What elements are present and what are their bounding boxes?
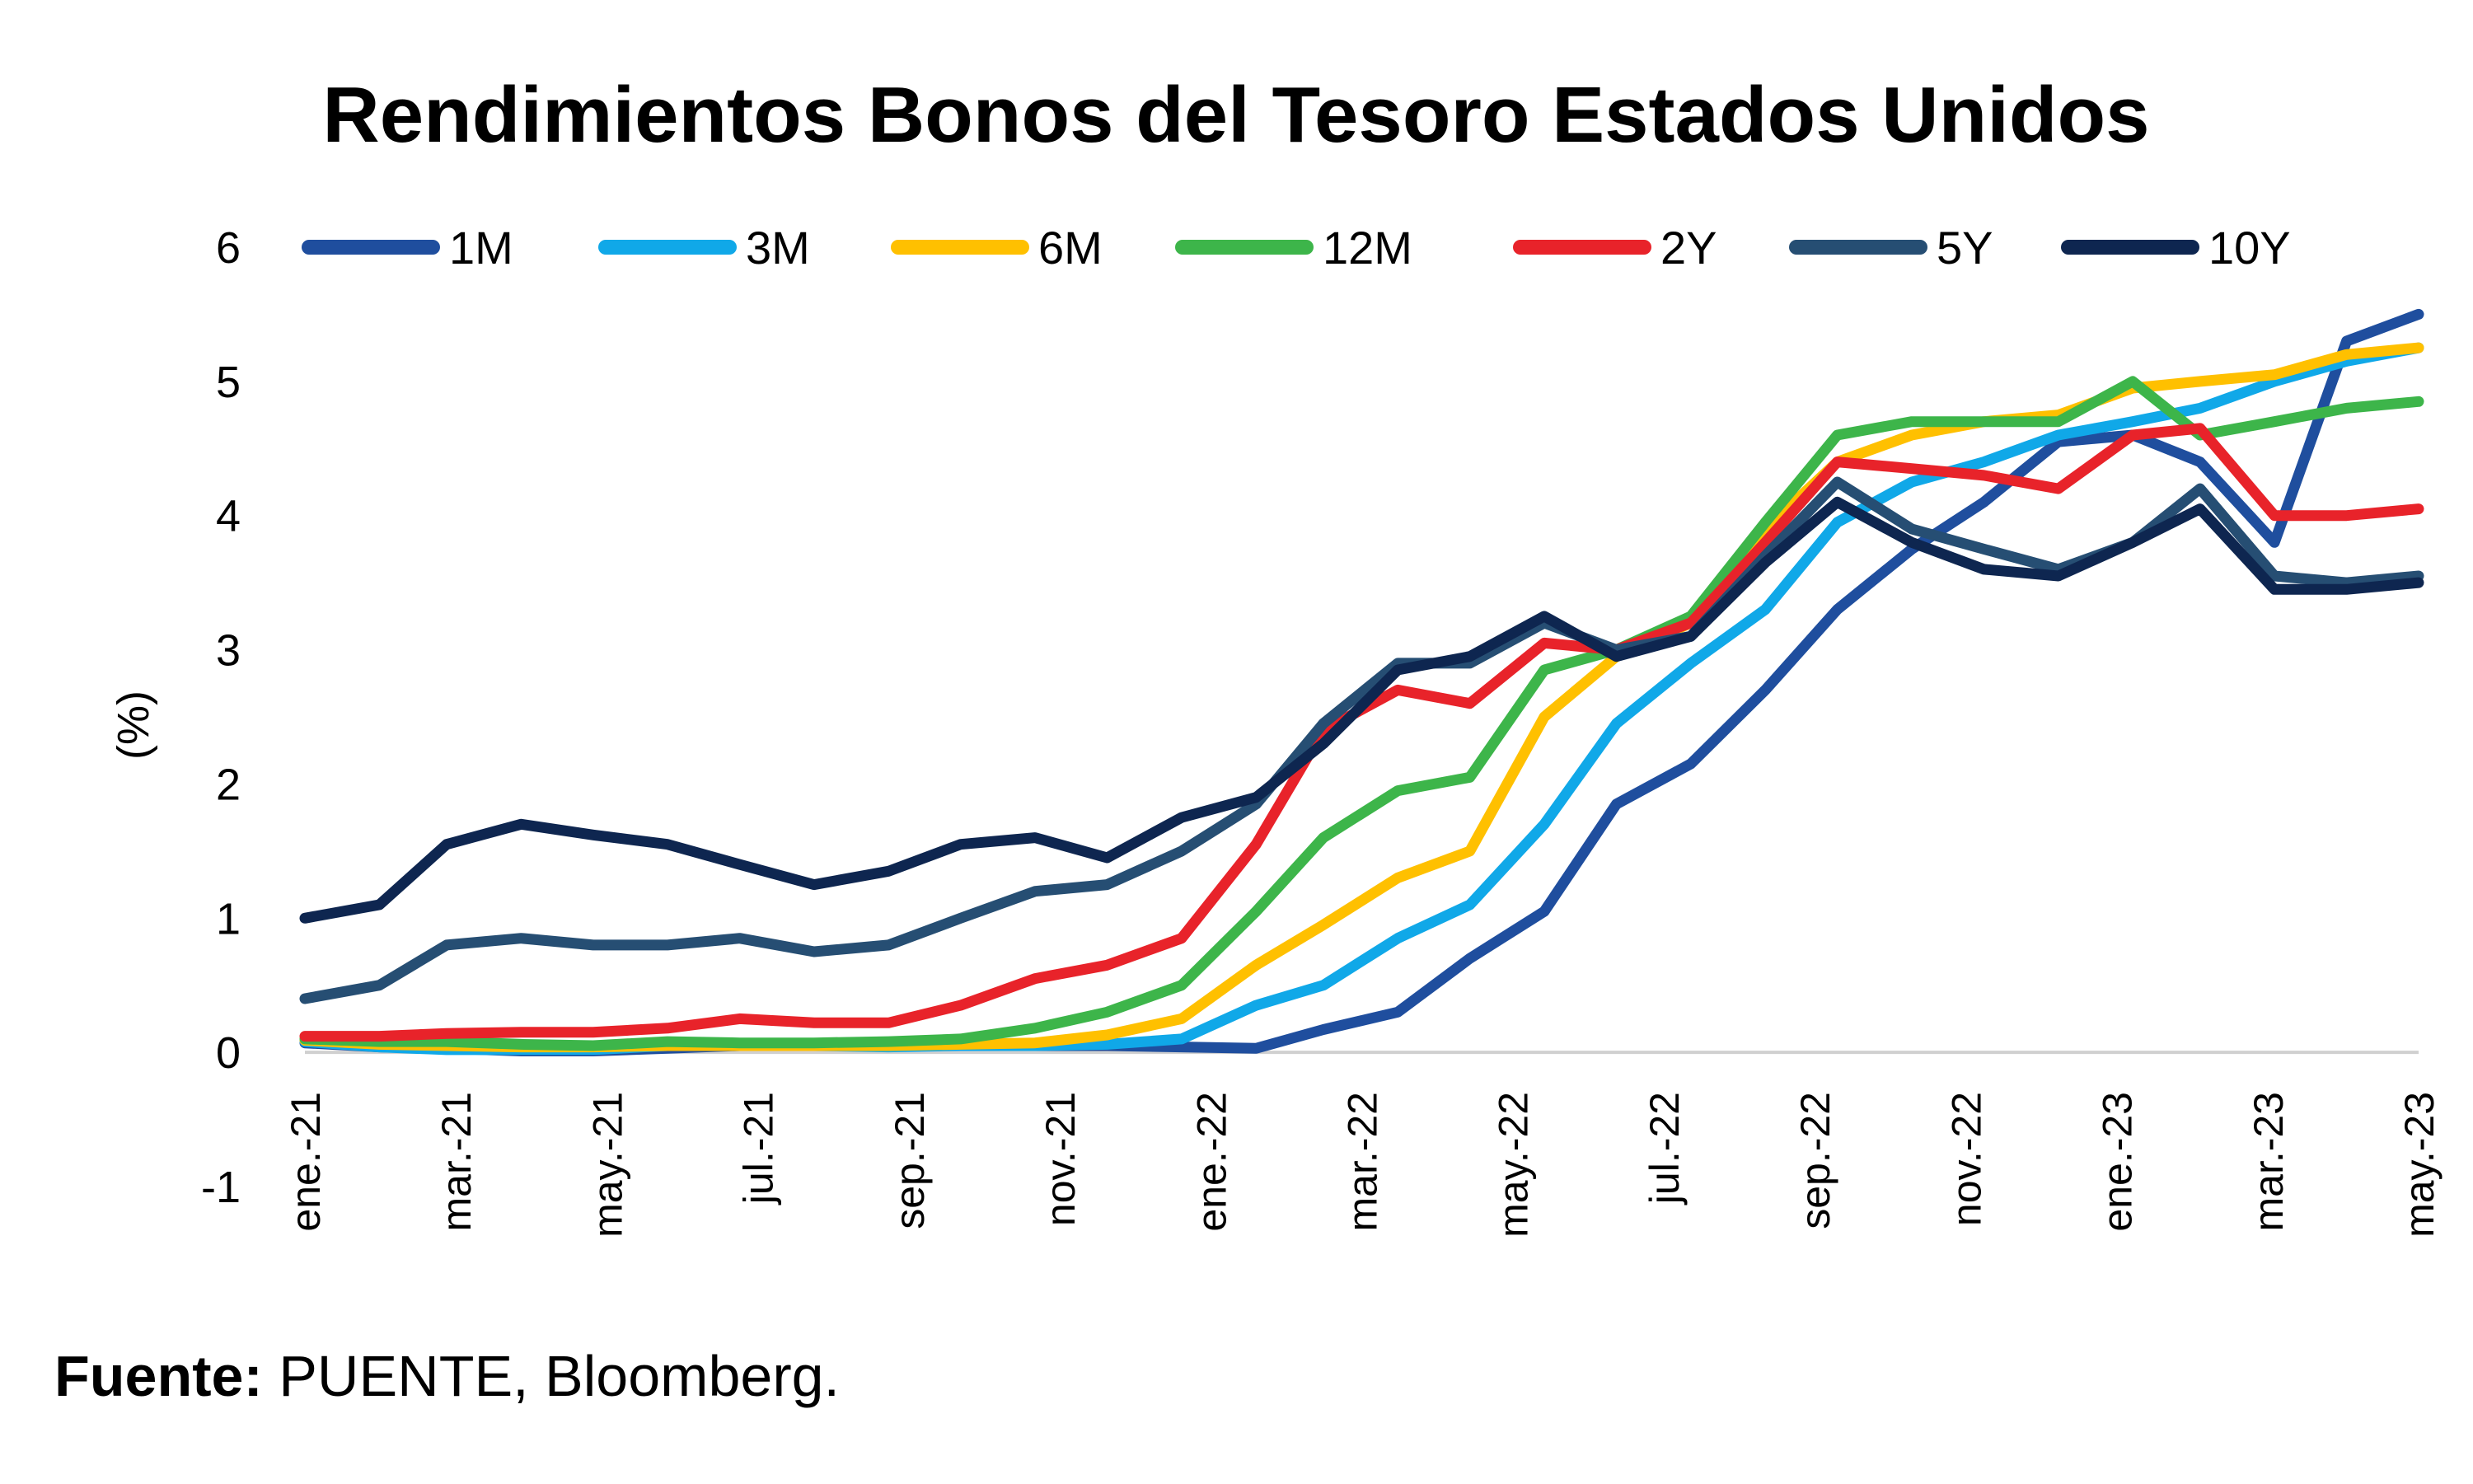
- x-tick-label: sep.-21: [887, 1092, 933, 1229]
- source-note: Fuente: PUENTE, Bloomberg.: [54, 1343, 840, 1409]
- x-tick-label: may.-21: [584, 1092, 630, 1238]
- x-tick-label: jul.-21: [736, 1092, 782, 1205]
- y-tick-label: 4: [216, 492, 241, 541]
- legend-label: 12M: [1323, 222, 1412, 274]
- legend-label: 1M: [449, 222, 513, 274]
- x-tick-label: may.-23: [2396, 1092, 2443, 1238]
- plot-lines: [299, 308, 2424, 1056]
- x-tick-label: sep.-22: [1792, 1092, 1838, 1229]
- x-tick-label: ene.-21: [283, 1092, 329, 1232]
- legend-label: 5Y: [1937, 222, 1993, 274]
- y-tick-label: 1: [216, 894, 241, 943]
- y-tick-label: -1: [201, 1163, 241, 1212]
- legend-label: 3M: [746, 222, 810, 274]
- x-tick-label: ene.-22: [1188, 1092, 1234, 1232]
- chart-title: Rendimientos Bonos del Tesoro Estados Un…: [322, 71, 2149, 159]
- legend-label: 6M: [1038, 222, 1103, 274]
- y-tick-label: 0: [216, 1028, 241, 1078]
- y-tick-label: 2: [216, 760, 241, 809]
- x-tick-label: nov.-22: [1943, 1092, 1989, 1226]
- legend-label: 10Y: [2208, 222, 2291, 274]
- source-text: PUENTE, Bloomberg.: [262, 1344, 841, 1408]
- x-tick-label: nov.-21: [1037, 1092, 1084, 1226]
- x-tick-label: mar.-21: [433, 1092, 480, 1232]
- x-axis: ene.-21 mar.-21 may.-21 jul.-21 sep.-21 nov.-…: [283, 1051, 2443, 1238]
- source-label: Fuente:: [54, 1344, 263, 1408]
- y-axis-label: (%): [109, 691, 158, 760]
- x-tick-label: may.-22: [1491, 1092, 1537, 1238]
- x-tick-label: mar.-23: [2246, 1092, 2292, 1232]
- y-tick-label: 5: [216, 358, 241, 407]
- y-tick-label: 3: [216, 626, 241, 676]
- series-line-12m: [299, 376, 2424, 1051]
- y-axis: 6 5 4 3 2 1 0 -1: [201, 223, 241, 1212]
- x-tick-label: mar.-22: [1340, 1092, 1386, 1232]
- legend-label: 2Y: [1660, 222, 1717, 274]
- x-tick-label: ene.-23: [2095, 1092, 2141, 1232]
- series-line-10y: [299, 496, 2424, 924]
- legend: 1M 3M 6M 12M 2Y 5Y 10Y: [302, 222, 2291, 274]
- y-tick-label: 6: [216, 223, 241, 273]
- x-tick-label: jul.-22: [1642, 1092, 1688, 1205]
